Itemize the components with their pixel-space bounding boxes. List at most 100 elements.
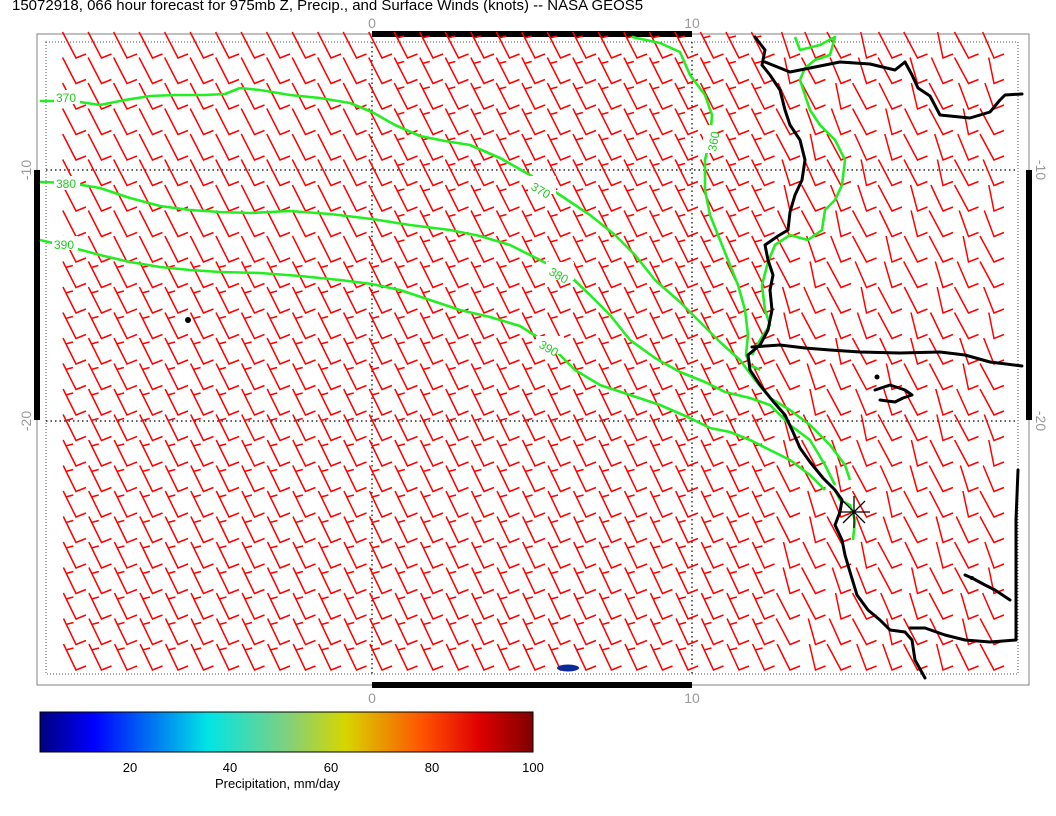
wind-barb (700, 414, 724, 442)
tick-bottom-lon-10: 10 (684, 690, 700, 706)
wind-barb (113, 439, 138, 467)
wind-barb (470, 108, 495, 136)
wind-barb (700, 618, 724, 646)
wind-barb (522, 541, 546, 569)
wind-barb (648, 82, 673, 110)
wind-barb (291, 184, 316, 212)
wind-barb (979, 516, 1005, 544)
wind-barb (928, 465, 954, 493)
wind-barb (953, 57, 979, 85)
wind-barb (292, 643, 316, 671)
wind-barb (903, 235, 928, 263)
wind-barb (445, 414, 469, 442)
wind-barb (164, 337, 189, 365)
colorbar-tick-40: 40 (222, 760, 238, 775)
wind-barb (113, 541, 138, 569)
wind-barb (521, 337, 546, 365)
wind-barb (164, 363, 189, 391)
wind-barb (675, 490, 699, 518)
wind-barb (470, 261, 495, 289)
wind-barb (674, 465, 699, 493)
wind-barb (241, 490, 265, 518)
wind-barb (855, 567, 877, 595)
wind-barb (546, 235, 571, 263)
wind-barb (471, 618, 495, 646)
wind-barb (826, 31, 852, 59)
wind-barb (291, 133, 316, 161)
wind-barb (979, 363, 1005, 391)
wind-barb (700, 286, 724, 314)
wind-barb (547, 286, 571, 314)
wind-barb (725, 414, 750, 442)
wind-barb (444, 82, 469, 110)
wind-barb (726, 567, 750, 595)
contour-coastal (750, 35, 847, 356)
wind-barb (857, 184, 877, 212)
wind-barb (830, 312, 852, 340)
wind-barb (856, 439, 877, 467)
wind-barb (139, 567, 163, 595)
wind-barb (573, 618, 597, 646)
wind-barb (368, 388, 393, 416)
wind-barb (674, 31, 699, 59)
wind-barb (649, 337, 673, 365)
wind-barb (189, 159, 214, 187)
wind-barb (495, 133, 520, 161)
wind-barb (953, 184, 979, 212)
wind-barb (164, 82, 189, 110)
wind-barb (241, 414, 265, 442)
wind-barb (981, 592, 1005, 620)
wind-barb (240, 133, 265, 161)
wind-barb (496, 567, 520, 595)
wind-barb (266, 57, 291, 85)
wind-barb (675, 618, 699, 646)
wind-barb (368, 82, 393, 110)
wind-barb (958, 210, 979, 238)
wind-barb (860, 286, 877, 315)
wind-barb (750, 133, 775, 161)
wind-barb (266, 388, 291, 416)
wind-barb (343, 388, 367, 416)
wind-barb (444, 31, 469, 59)
wind-barb (267, 643, 291, 671)
wind-barb (776, 465, 801, 493)
wind-barb (934, 261, 954, 289)
wind-barb (342, 57, 367, 85)
wind-barb (419, 439, 444, 467)
wind-barb (291, 235, 316, 263)
wind-barb (649, 439, 673, 467)
wind-barb (445, 337, 469, 365)
wind-barb (903, 516, 928, 544)
wind-barb (624, 643, 648, 671)
wind-barb (342, 31, 367, 59)
wind-barb (470, 465, 495, 493)
wind-barb (547, 388, 571, 416)
wind-barb (419, 235, 444, 263)
wind-barb (776, 643, 801, 671)
wind-barb (87, 108, 112, 136)
wind-barb (393, 108, 418, 136)
wind-barb (957, 133, 979, 161)
wind-barb (572, 159, 597, 187)
wind-barb (572, 261, 597, 289)
wind-barb (291, 337, 316, 365)
wind-barb (87, 57, 112, 85)
wind-barb (420, 643, 444, 671)
wind-barb (804, 31, 826, 59)
wind-barb (470, 490, 495, 518)
wind-barb (113, 337, 138, 365)
wind-barb (318, 643, 342, 671)
wind-barb (750, 82, 775, 110)
wind-barb (598, 414, 622, 442)
wind-barb (572, 414, 597, 442)
colorbar-label: Precipitation, mm/day (215, 776, 340, 791)
wind-barb (775, 388, 801, 416)
wind-barb (826, 414, 852, 442)
wind-barb (726, 592, 750, 620)
wind-barb (547, 516, 571, 544)
wind-barb (369, 643, 393, 671)
wind-barb (215, 363, 240, 391)
wind-barb (292, 363, 316, 391)
wind-barb (598, 261, 622, 289)
wind-barb (393, 261, 418, 289)
